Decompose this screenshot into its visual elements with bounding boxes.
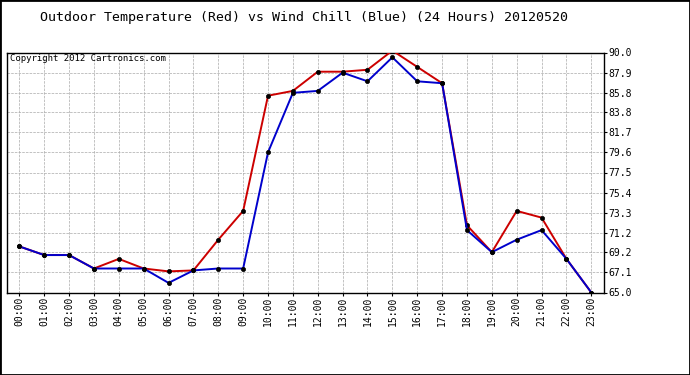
Text: Copyright 2012 Cartronics.com: Copyright 2012 Cartronics.com — [10, 54, 166, 63]
Text: Outdoor Temperature (Red) vs Wind Chill (Blue) (24 Hours) 20120520: Outdoor Temperature (Red) vs Wind Chill … — [39, 11, 568, 24]
